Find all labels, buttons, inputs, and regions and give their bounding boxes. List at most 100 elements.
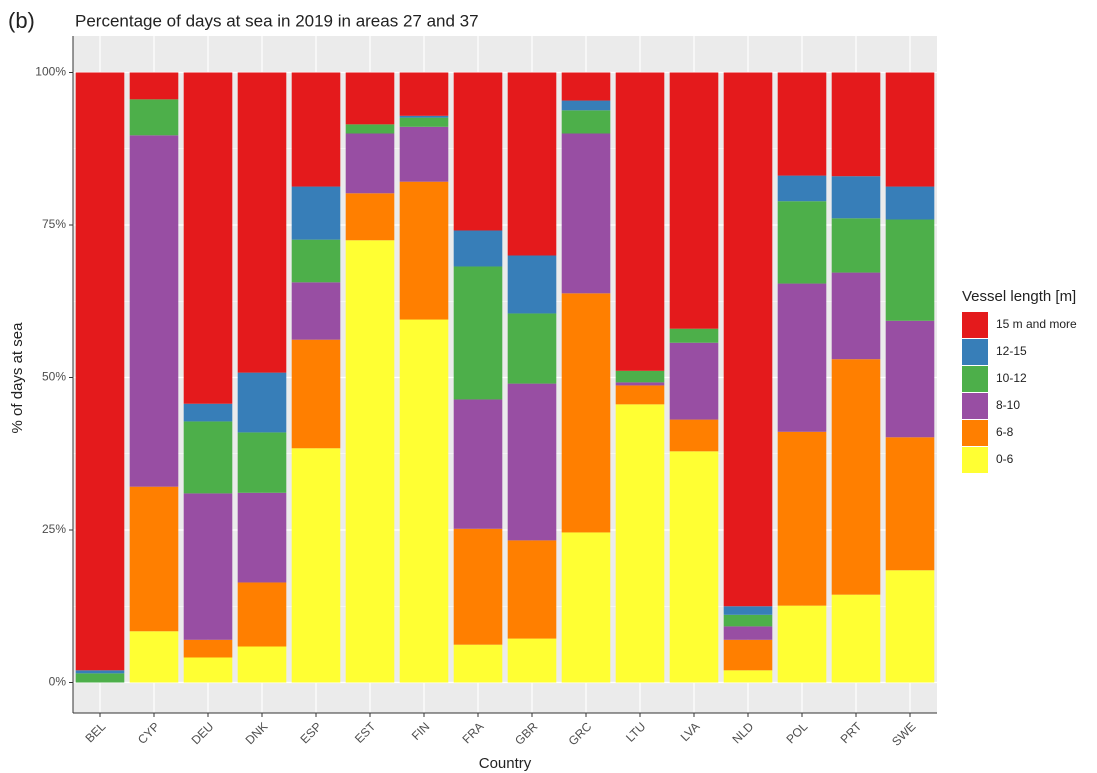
legend-label: 15 m and more: [996, 317, 1077, 331]
bar-segment: [831, 359, 881, 595]
bar-segment: [291, 339, 341, 449]
y-tick-label: 25%: [42, 522, 66, 536]
bar-segment: [777, 605, 827, 683]
bar-segment: [453, 644, 503, 683]
bar-segment: [615, 382, 665, 386]
bar-segment: [507, 313, 557, 384]
bar-segment: [885, 186, 935, 220]
bar-segment: [777, 72, 827, 176]
bar-segment: [723, 614, 773, 627]
x-tick-label: NLD: [729, 719, 756, 746]
legend-key: [962, 447, 988, 473]
legend-key: [962, 393, 988, 419]
bar-segment: [237, 582, 287, 647]
bar-segment: [183, 72, 233, 404]
bar-segment: [561, 110, 611, 134]
bar-segment: [885, 219, 935, 321]
bar-segment: [75, 673, 125, 683]
x-tick-label: DEU: [189, 719, 217, 747]
bar-segment: [561, 532, 611, 683]
bar-segment: [129, 72, 179, 100]
x-tick-label: POL: [783, 719, 810, 746]
bar-segment: [453, 266, 503, 400]
bar-segment: [183, 403, 233, 422]
legend-title: Vessel length [m]: [962, 288, 1076, 305]
bar-segment: [777, 201, 827, 284]
bar-segment: [507, 383, 557, 541]
bar-segment: [777, 283, 827, 432]
bar-segment: [669, 419, 719, 452]
bar-segment: [345, 193, 395, 241]
bar-segment: [561, 100, 611, 111]
bar-segment: [291, 282, 341, 340]
bar-segment: [777, 431, 827, 606]
x-tick-label: LVA: [678, 719, 703, 744]
legend-key: [962, 366, 988, 392]
x-tick-label: GBR: [512, 719, 541, 748]
x-tick-label: SWE: [889, 719, 918, 748]
bar-segment: [615, 72, 665, 371]
legend-label: 6-8: [996, 425, 1014, 439]
bar-segment: [129, 99, 179, 136]
bar-segment: [723, 606, 773, 615]
bar-segment: [399, 72, 449, 116]
bar-segment: [615, 385, 665, 405]
bar-segment: [777, 175, 827, 202]
bar-segment: [723, 639, 773, 671]
bar-segment: [615, 370, 665, 383]
bar-segment: [669, 72, 719, 329]
bar-segment: [723, 72, 773, 607]
x-tick-label: CYP: [135, 719, 162, 746]
bar-segment: [237, 492, 287, 583]
bar-segment: [291, 186, 341, 240]
bar-segment: [507, 540, 557, 639]
bar-segment: [345, 240, 395, 683]
bar-segment: [75, 670, 125, 674]
bar-segment: [561, 72, 611, 101]
x-tick-label: PRT: [838, 719, 865, 746]
bar-segment: [453, 399, 503, 529]
bar-segment: [237, 372, 287, 433]
x-tick-label: GRC: [566, 719, 595, 748]
legend-key: [962, 420, 988, 446]
chart-title: Percentage of days at sea in 2019 in are…: [75, 11, 479, 30]
bar-segment: [885, 320, 935, 438]
bar-segment: [723, 670, 773, 683]
bar-segment: [345, 72, 395, 125]
bar-segment: [885, 570, 935, 683]
bar-segment: [183, 493, 233, 640]
bar-segment: [831, 72, 881, 177]
x-tick-label: FIN: [409, 719, 433, 743]
bar-segment: [75, 72, 125, 671]
bar-segment: [669, 342, 719, 420]
bar-segment: [237, 72, 287, 373]
bar-segment: [399, 181, 449, 320]
bar-segment: [561, 293, 611, 533]
bar-segment: [507, 255, 557, 314]
bar-segment: [345, 133, 395, 194]
x-tick-label: EST: [352, 719, 379, 746]
bar-segment: [831, 272, 881, 360]
bar-segment: [885, 72, 935, 187]
bar-segment: [183, 639, 233, 658]
bar-segment: [183, 421, 233, 494]
bar-segment: [237, 432, 287, 493]
bar-segment: [723, 626, 773, 640]
bar-segment: [399, 117, 449, 127]
bar-segment: [129, 631, 179, 683]
x-tick-label: DNK: [243, 719, 271, 747]
bar-segment: [183, 657, 233, 683]
legend-label: 8-10: [996, 398, 1020, 412]
bar-segment: [237, 646, 287, 683]
legend-key: [962, 312, 988, 338]
x-tick-label: LTU: [623, 719, 648, 744]
bar-segment: [669, 328, 719, 343]
x-tick-label: FRA: [459, 719, 486, 746]
x-axis-title: Country: [479, 755, 532, 772]
y-tick-label: 75%: [42, 217, 66, 231]
x-tick-label: ESP: [297, 719, 324, 746]
bar-segment: [399, 319, 449, 683]
bar-segment: [399, 115, 449, 118]
y-tick-label: 0%: [49, 675, 67, 689]
